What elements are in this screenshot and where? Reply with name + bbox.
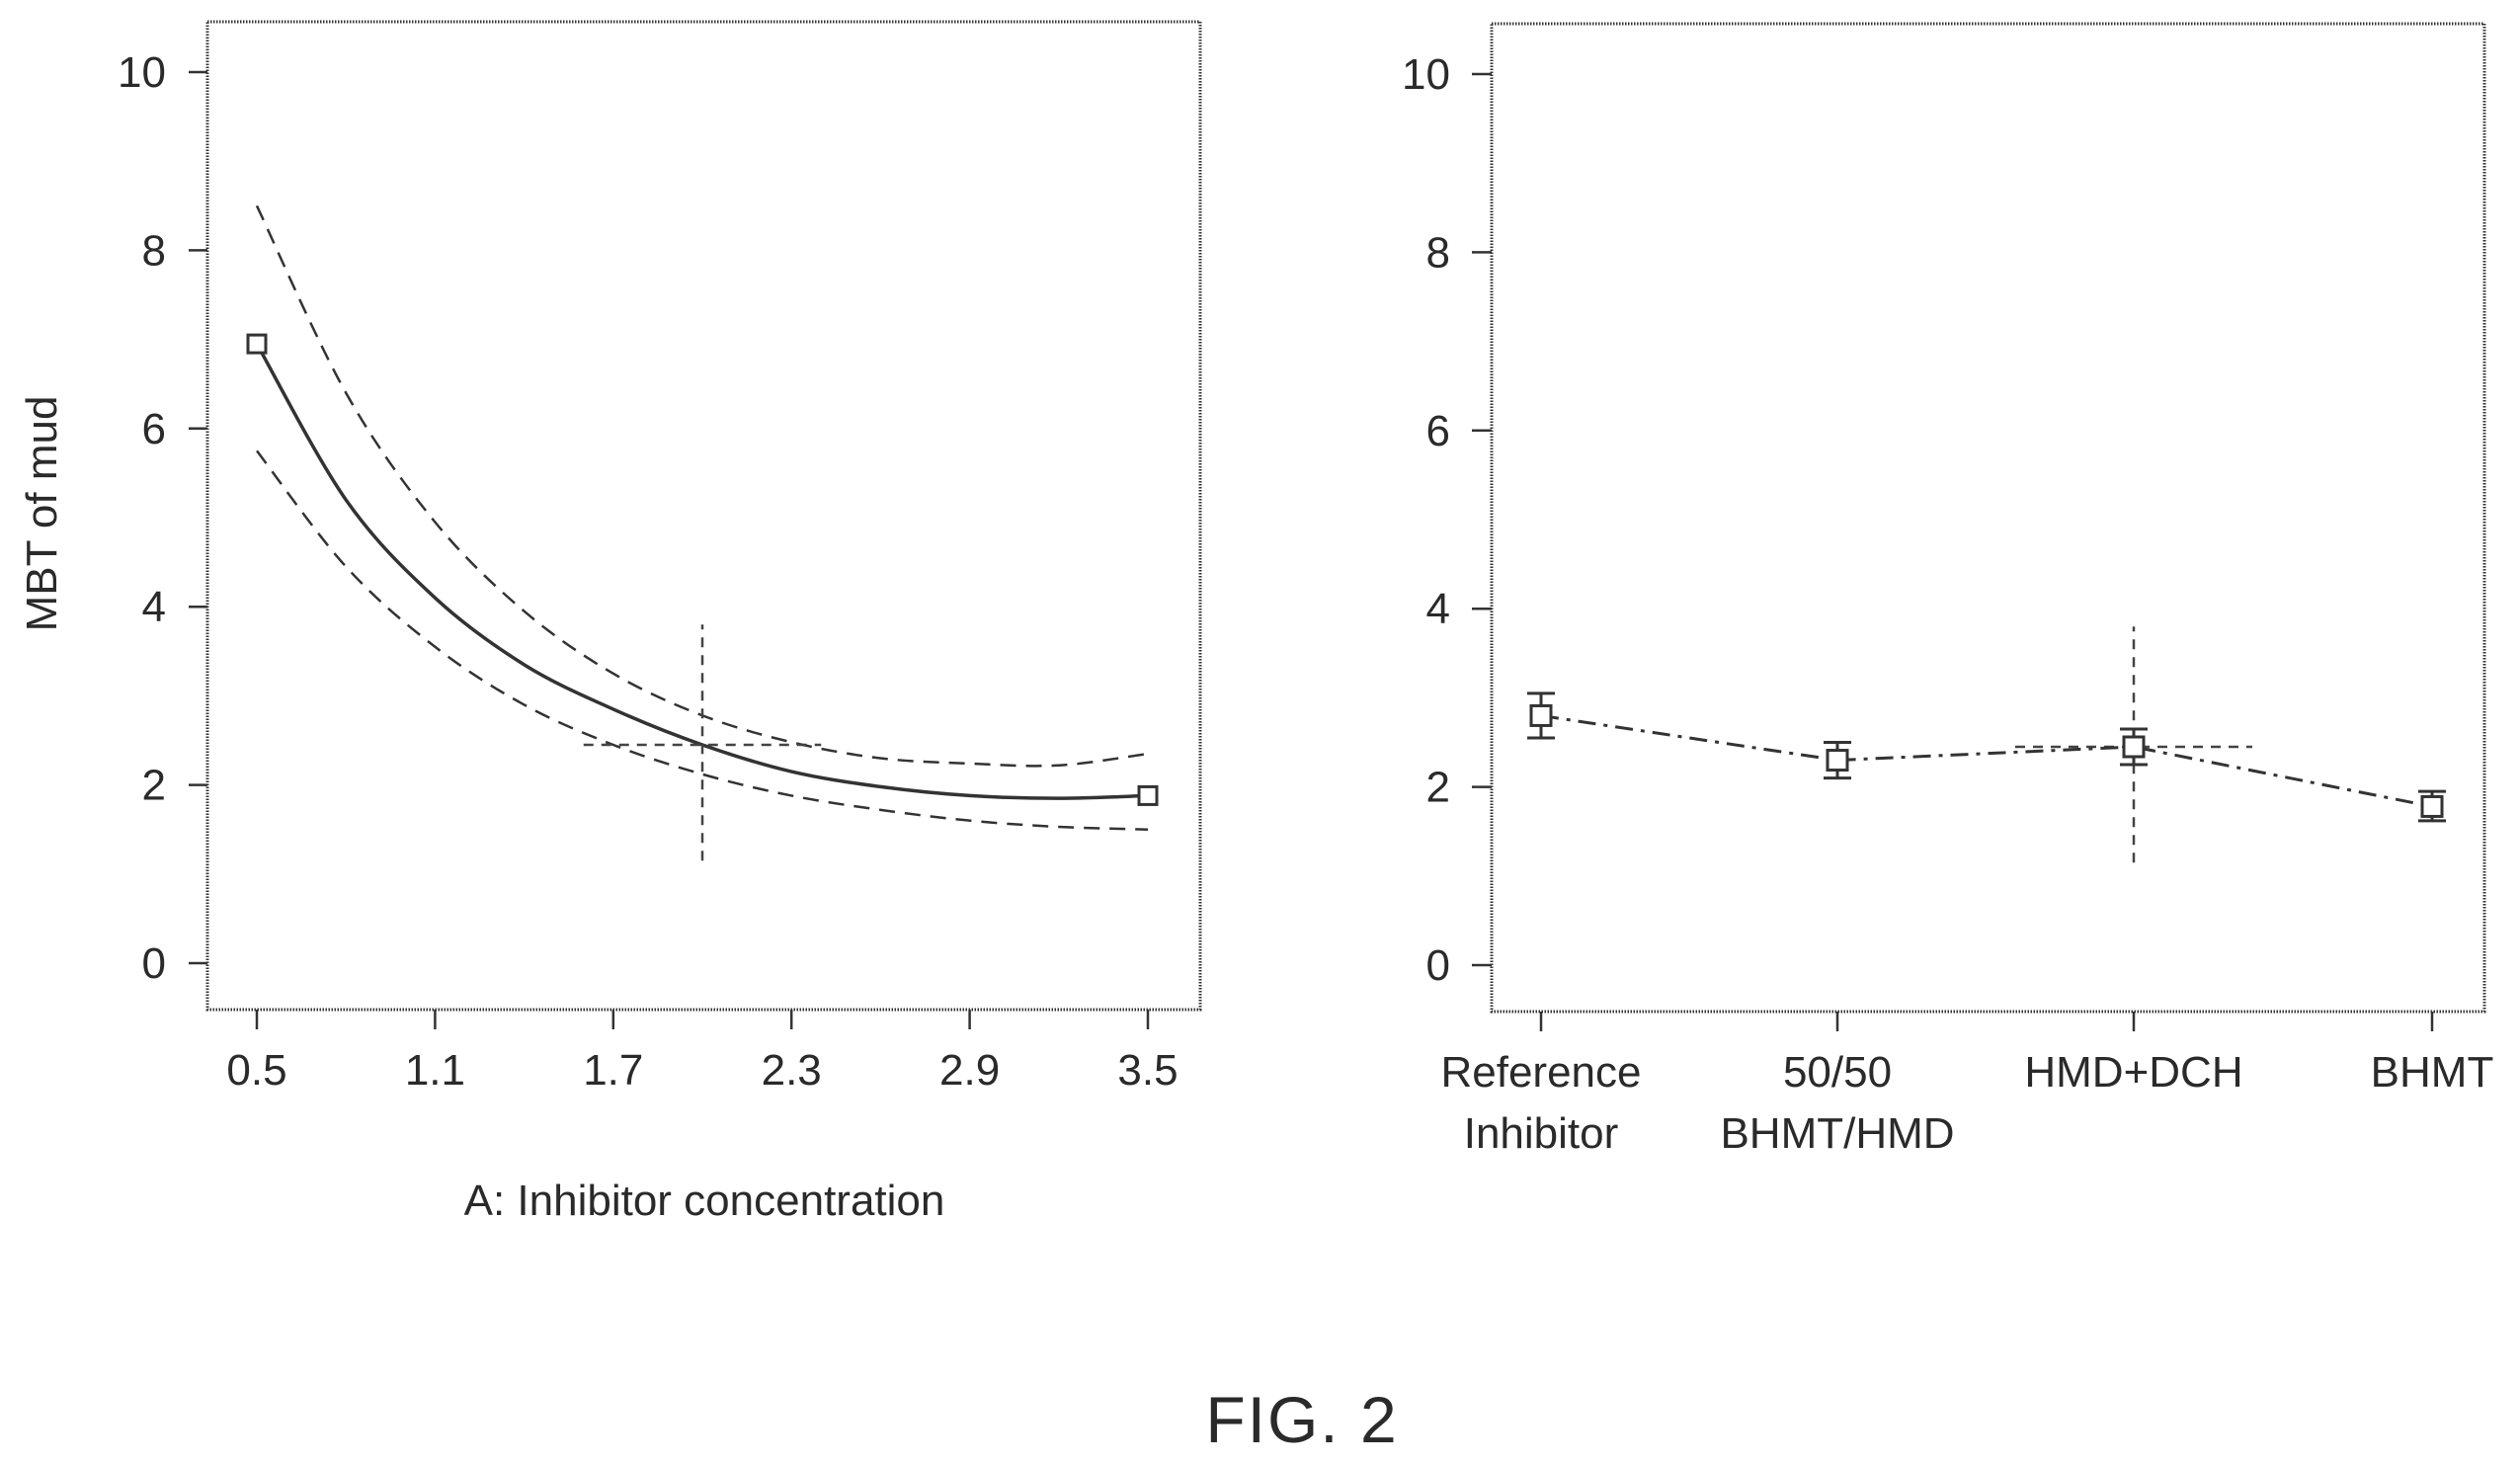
right-series-group <box>1527 691 2446 823</box>
left-design-points <box>246 333 1159 806</box>
right-crosshair <box>2015 626 2252 863</box>
left-crosshair <box>583 624 822 861</box>
right-plot-frame <box>1490 22 2486 1014</box>
left-series-group <box>255 204 1149 831</box>
x-tick-label: 1.1 <box>405 1046 465 1095</box>
x-category-label-line2: BHMT/HMD <box>1720 1109 1954 1158</box>
data-point <box>2122 735 2146 759</box>
x-tick-label: 2.3 <box>762 1046 822 1095</box>
left-chart-panel: 0 2 4 6 8 10 0.5 1.1 1.7 2.3 2.9 3.5 MBT of mud A:… <box>18 20 1202 1225</box>
x-category-label: HMD+DCH <box>2024 1048 2242 1097</box>
y-tick-label: 2 <box>1426 764 1450 812</box>
y-tick-label: 6 <box>1426 407 1450 455</box>
confidence-band <box>256 449 1149 831</box>
y-tick-label: 4 <box>1426 585 1450 633</box>
y-tick-label: 0 <box>142 939 166 988</box>
data-point <box>246 333 268 355</box>
x-tick-label: 2.9 <box>939 1046 1000 1095</box>
y-tick-label: 0 <box>1426 941 1450 990</box>
x-axis-label: A: Inhibitor concentration <box>464 1177 945 1225</box>
data-point <box>2420 794 2444 818</box>
left-x-axis: 0.5 1.1 1.7 2.3 2.9 3.5 <box>226 1010 1179 1095</box>
x-tick-label: 0.5 <box>226 1046 286 1095</box>
data-point <box>1137 784 1159 806</box>
x-category-label: 50/50 <box>1783 1048 1892 1097</box>
x-tick-label: 3.5 <box>1117 1046 1178 1095</box>
y-tick-label: 10 <box>118 48 166 97</box>
right-chart-panel: 0 2 4 6 8 10 Reference Inhibitor 50/50 BHMT/HMD H… <box>1402 22 2493 1158</box>
x-category-label-line2: Inhibitor <box>1464 1109 1619 1158</box>
figure-label: FIG. 2 <box>1205 1383 1398 1456</box>
y-tick-label: 6 <box>142 405 166 453</box>
y-tick-label: 4 <box>142 583 166 631</box>
right-y-axis: 0 2 4 6 8 10 <box>1402 50 1492 990</box>
fitted-curve <box>255 343 1149 800</box>
right-x-axis: Reference Inhibitor 50/50 BHMT/HMD HMD+DCH BH… <box>1440 1012 2493 1158</box>
y-axis-label: MBT of mud <box>18 396 66 632</box>
left-y-axis: 0 2 4 6 8 10 <box>118 48 207 988</box>
y-tick-label: 10 <box>1402 50 1450 99</box>
y-tick-label: 2 <box>142 762 166 810</box>
x-category-label: BHMT <box>2371 1048 2494 1097</box>
data-point <box>1529 703 1553 727</box>
mean-line <box>1540 713 2433 808</box>
x-category-label: Reference <box>1440 1048 1641 1097</box>
confidence-band <box>255 204 1149 768</box>
data-point <box>1826 749 1849 773</box>
y-tick-label: 8 <box>1426 228 1450 277</box>
y-tick-label: 8 <box>142 226 166 275</box>
x-tick-label: 1.7 <box>583 1046 643 1095</box>
left-plot-frame <box>205 20 1202 1012</box>
